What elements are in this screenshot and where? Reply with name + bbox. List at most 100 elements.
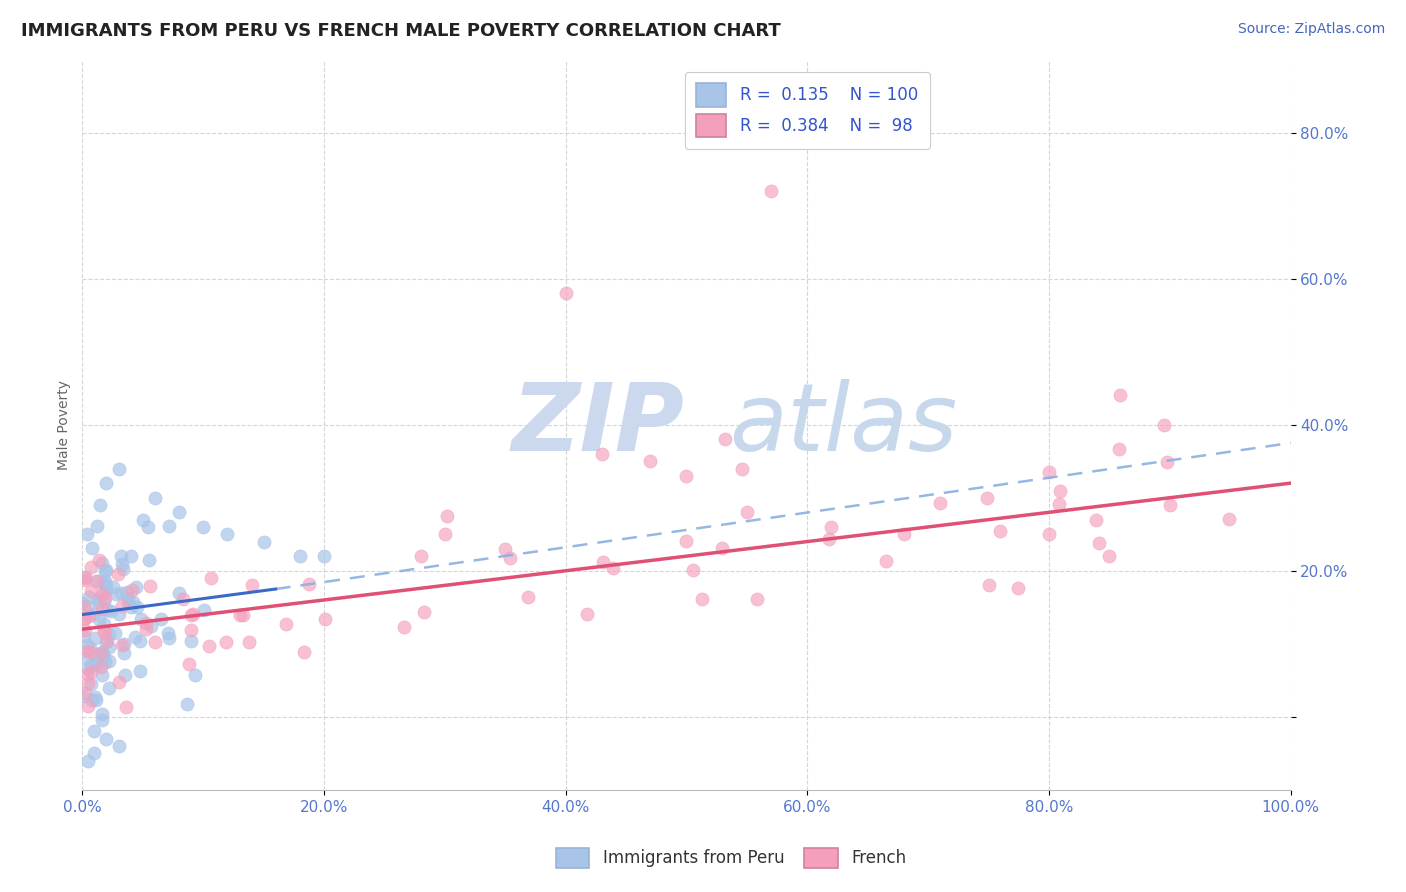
Text: IMMIGRANTS FROM PERU VS FRENCH MALE POVERTY CORRELATION CHART: IMMIGRANTS FROM PERU VS FRENCH MALE POVE… (21, 22, 780, 40)
Point (75, 571, 97, 585)
Point (107, 566, 129, 581)
Point (79, 645, 101, 659)
Point (89, 498, 111, 512)
Point (96, 476, 118, 491)
Point (238, 634, 260, 648)
Point (591, 447, 613, 461)
Point (84, 690, 107, 705)
Point (1049, 483, 1071, 498)
Point (117, 596, 139, 610)
Point (73, 610, 96, 624)
Point (84, 574, 107, 588)
Point (76, 676, 98, 690)
Point (136, 519, 159, 533)
Point (77, 754, 100, 768)
Point (690, 592, 713, 607)
Point (98, 681, 121, 695)
Point (675, 533, 697, 548)
Point (79, 609, 101, 624)
Point (198, 639, 221, 653)
Point (91, 668, 114, 682)
Point (121, 583, 143, 598)
Point (820, 520, 842, 534)
Point (72, 689, 94, 703)
Point (125, 600, 148, 615)
Point (1218, 512, 1240, 526)
Point (893, 527, 915, 541)
Point (499, 551, 522, 566)
Point (73, 629, 96, 643)
Point (94, 634, 117, 648)
Point (129, 665, 152, 679)
Point (107, 739, 129, 753)
Point (73, 573, 96, 587)
Point (169, 586, 191, 600)
Point (592, 555, 614, 569)
Point (101, 580, 124, 594)
Point (735, 505, 758, 519)
Point (93, 655, 115, 669)
Point (112, 637, 135, 651)
Point (72, 596, 94, 610)
Y-axis label: Male Poverty: Male Poverty (58, 380, 72, 470)
Point (83, 607, 105, 622)
Point (436, 508, 458, 523)
Point (111, 599, 134, 613)
Point (117, 591, 139, 605)
Point (93, 648, 115, 663)
Point (90, 713, 112, 727)
Point (87, 647, 110, 661)
Point (1038, 527, 1060, 541)
Point (80, 658, 103, 673)
Point (602, 561, 624, 575)
Point (157, 519, 180, 533)
Point (107, 461, 129, 475)
Point (135, 622, 157, 636)
Point (83, 724, 105, 739)
Point (1087, 536, 1109, 550)
Point (83, 632, 105, 646)
Point (139, 618, 162, 632)
Text: ZIP: ZIP (512, 379, 685, 471)
Point (73, 612, 96, 626)
Point (110, 549, 132, 563)
Point (80, 583, 103, 598)
Point (988, 524, 1011, 538)
Point (412, 605, 434, 619)
Point (183, 607, 205, 621)
Point (1038, 466, 1060, 480)
Point (111, 562, 134, 576)
Point (76, 526, 98, 541)
Point (110, 586, 132, 600)
Point (89, 553, 111, 567)
Point (90, 601, 112, 615)
Point (1153, 417, 1175, 432)
Text: atlas: atlas (728, 379, 957, 470)
Point (274, 616, 297, 631)
Point (120, 599, 142, 614)
Point (86, 518, 108, 533)
Point (114, 668, 136, 682)
Point (75, 623, 97, 637)
Point (576, 607, 599, 621)
Point (138, 553, 160, 567)
Point (977, 578, 1000, 592)
Point (115, 585, 138, 599)
Point (143, 491, 166, 505)
Point (433, 527, 456, 541)
Point (638, 454, 661, 468)
Point (730, 462, 752, 476)
Point (111, 558, 134, 572)
Point (98, 640, 121, 654)
Point (112, 646, 135, 660)
Point (745, 592, 768, 607)
Point (312, 549, 335, 563)
Point (93, 624, 115, 639)
Point (1109, 388, 1132, 402)
Point (875, 554, 897, 568)
Point (115, 700, 138, 714)
Point (89, 612, 111, 626)
Point (73, 599, 96, 614)
Text: Source: ZipAtlas.com: Source: ZipAtlas.com (1237, 22, 1385, 37)
Point (87, 595, 110, 609)
